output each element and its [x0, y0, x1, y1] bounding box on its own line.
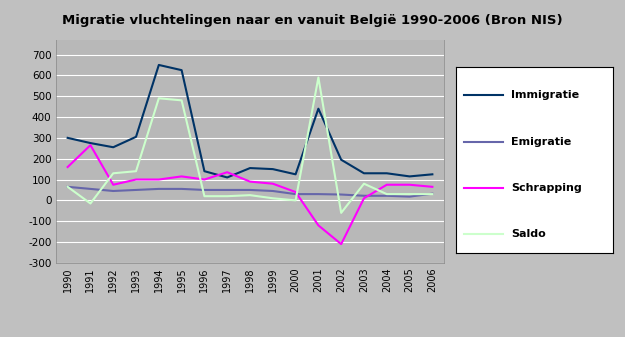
Schrapping — [64, 165, 71, 169]
Schrapping — [178, 174, 186, 178]
Emigratie — [383, 194, 391, 198]
Saldo — [406, 192, 413, 196]
Emigratie — [360, 194, 368, 198]
Saldo — [64, 185, 71, 189]
Line: Emigratie: Emigratie — [68, 187, 432, 196]
Immigratie — [360, 171, 368, 175]
Saldo — [383, 192, 391, 196]
Line: Saldo: Saldo — [68, 78, 432, 213]
Schrapping — [109, 183, 117, 187]
Immigratie — [87, 141, 94, 145]
Schrapping — [224, 170, 231, 174]
Immigratie — [64, 136, 71, 140]
Schrapping — [155, 178, 162, 182]
Schrapping — [314, 223, 322, 227]
Saldo — [201, 194, 208, 198]
Saldo — [109, 171, 117, 175]
Emigratie — [178, 187, 186, 191]
Text: Migratie vluchtelingen naar en vanuit België 1990-2006 (Bron NIS): Migratie vluchtelingen naar en vanuit Be… — [62, 14, 563, 27]
Saldo — [314, 75, 322, 80]
Schrapping — [292, 190, 299, 194]
Saldo — [338, 211, 345, 215]
Schrapping — [383, 183, 391, 187]
Schrapping — [132, 178, 140, 182]
Emigratie — [201, 188, 208, 192]
Immigratie — [109, 145, 117, 149]
Schrapping — [338, 242, 345, 246]
Emigratie — [132, 188, 140, 192]
Saldo — [155, 96, 162, 100]
Saldo — [360, 182, 368, 186]
Saldo — [246, 193, 254, 197]
Emigratie — [246, 188, 254, 192]
Immigratie — [338, 158, 345, 162]
Saldo — [429, 192, 436, 196]
Schrapping — [246, 180, 254, 184]
Saldo — [292, 198, 299, 203]
Saldo — [178, 98, 186, 102]
Emigratie — [429, 192, 436, 196]
Saldo — [269, 196, 276, 200]
Immigratie — [201, 169, 208, 173]
Line: Immigratie: Immigratie — [68, 65, 432, 178]
Emigratie — [292, 192, 299, 196]
Text: Schrapping: Schrapping — [511, 183, 582, 193]
Saldo — [132, 169, 140, 173]
Immigratie — [132, 135, 140, 139]
Emigratie — [338, 192, 345, 196]
Immigratie — [292, 172, 299, 176]
Immigratie — [155, 63, 162, 67]
Schrapping — [406, 183, 413, 187]
Immigratie — [178, 68, 186, 72]
Text: Emigratie: Emigratie — [511, 136, 571, 147]
Text: Saldo: Saldo — [511, 229, 546, 239]
Emigratie — [109, 189, 117, 193]
Immigratie — [269, 167, 276, 171]
Line: Schrapping: Schrapping — [68, 145, 432, 244]
Immigratie — [406, 174, 413, 178]
Immigratie — [314, 107, 322, 111]
Immigratie — [246, 166, 254, 170]
Emigratie — [406, 194, 413, 198]
Immigratie — [429, 172, 436, 176]
Immigratie — [224, 176, 231, 180]
Emigratie — [269, 189, 276, 193]
Schrapping — [201, 178, 208, 182]
Emigratie — [155, 187, 162, 191]
Saldo — [224, 194, 231, 198]
Text: Immigratie: Immigratie — [511, 90, 579, 100]
Schrapping — [360, 196, 368, 200]
Emigratie — [64, 185, 71, 189]
Schrapping — [429, 185, 436, 189]
Emigratie — [87, 187, 94, 191]
Emigratie — [314, 192, 322, 196]
Saldo — [87, 202, 94, 206]
Schrapping — [87, 143, 94, 147]
Emigratie — [224, 188, 231, 192]
Title: Migratie vluchtelingen naar en vanuit België 1990-2006 (Bron NIS): Migratie vluchtelingen naar en vanuit Be… — [73, 21, 574, 34]
Immigratie — [383, 171, 391, 175]
Schrapping — [269, 182, 276, 186]
